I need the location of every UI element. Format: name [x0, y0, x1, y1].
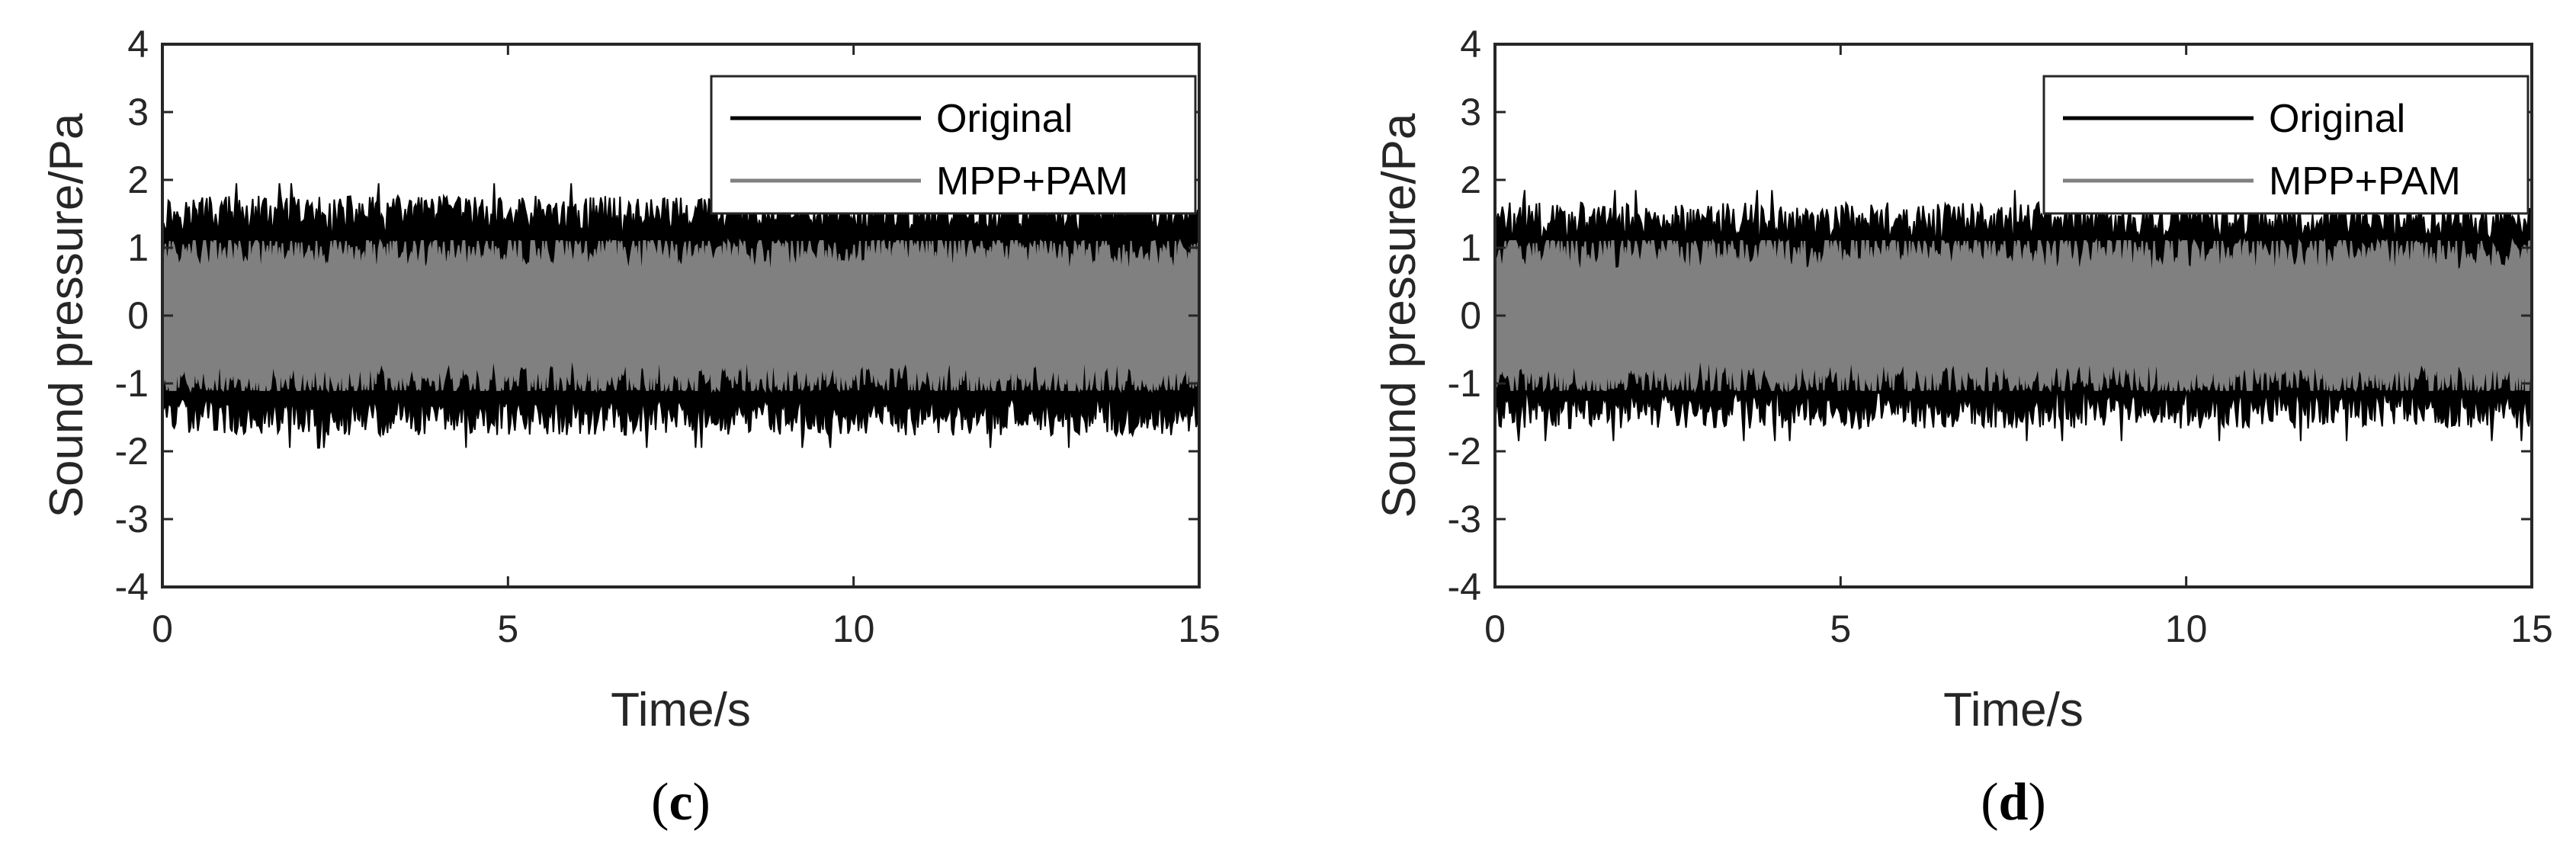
- y-tick-label: 4: [1460, 23, 1481, 66]
- y-tick-label: 0: [127, 294, 149, 337]
- legend-entry-mpp-pam: MPP+PAM: [2269, 159, 2461, 204]
- x-axis-title: Time/s: [1943, 684, 2084, 736]
- y-tick-label: -1: [115, 362, 149, 405]
- panel-label-close: ): [2028, 773, 2045, 832]
- legend: Original MPP+PAM: [710, 75, 1197, 215]
- y-axis-title: Sound pressure/Pa: [1373, 113, 1426, 518]
- x-tick-label: 0: [1484, 608, 1506, 650]
- x-tick-label: 15: [1178, 608, 1221, 650]
- y-tick-label: 1: [127, 226, 149, 269]
- y-tick-label: -3: [115, 498, 149, 540]
- x-tick-label: 5: [1830, 608, 1851, 650]
- legend-entry-original: Original: [2269, 97, 2405, 141]
- y-tick-label: 2: [127, 159, 149, 201]
- legend-box: [710, 75, 1197, 215]
- x-tick-label: 0: [152, 608, 173, 650]
- panel-label: (c): [651, 773, 711, 832]
- y-tick-label: 4: [127, 23, 149, 66]
- y-tick-label: 3: [127, 91, 149, 133]
- x-tick-label: 5: [497, 608, 518, 650]
- x-tick-label: 15: [2510, 608, 2553, 650]
- y-tick-label: -1: [1448, 362, 1481, 405]
- legend: Original MPP+PAM: [2042, 75, 2529, 215]
- y-tick-label: -3: [1448, 498, 1481, 540]
- y-tick-label: 3: [1460, 91, 1481, 133]
- y-tick-label: -4: [115, 566, 149, 608]
- legend-box: [2042, 75, 2529, 215]
- y-tick-label: 0: [1460, 294, 1481, 337]
- x-tick-label: 10: [832, 608, 875, 650]
- y-tick-label: -4: [1448, 566, 1481, 608]
- panel-label-open: (: [651, 773, 669, 832]
- series-mpp-pam-trace: [162, 238, 1200, 393]
- panel-label: (d): [1981, 773, 2046, 832]
- y-tick-label: 1: [1460, 226, 1481, 269]
- y-tick-label: -2: [115, 430, 149, 473]
- y-tick-label: -2: [1448, 430, 1481, 473]
- legend-entry-mpp-pam: MPP+PAM: [936, 159, 1128, 204]
- panel-label-open: (: [1981, 773, 1998, 832]
- y-tick-label: 2: [1460, 159, 1481, 201]
- panel-label-close: ): [693, 773, 711, 832]
- panel-label-letter: d: [1999, 773, 2029, 832]
- y-axis-title: Sound pressure/Pa: [40, 113, 93, 518]
- x-tick-label: 10: [2165, 608, 2208, 650]
- series-mpp-pam-trace: [1494, 238, 2533, 393]
- panel-label-letter: c: [669, 773, 692, 832]
- x-axis-title: Time/s: [611, 684, 751, 736]
- legend-entry-original: Original: [936, 97, 1073, 141]
